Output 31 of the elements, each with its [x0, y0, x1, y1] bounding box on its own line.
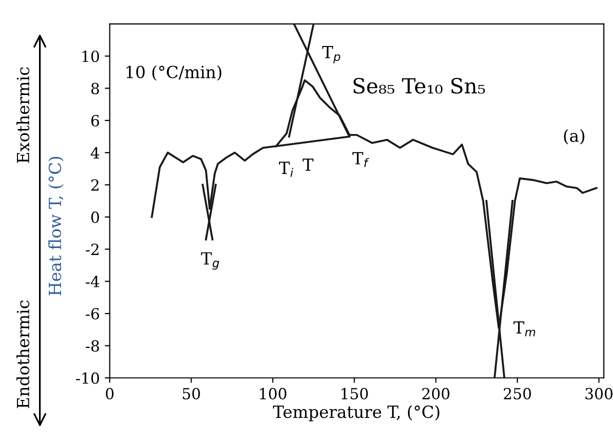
y-tick-label: -4 — [86, 276, 100, 288]
annotation: T$_{m}$ — [514, 321, 536, 336]
annotation: Se₈₅ Te₁₀ Sn₅ — [354, 78, 485, 94]
annotation: T$_{i}$ — [278, 162, 294, 177]
y-tick-label: 2 — [91, 179, 99, 191]
x-tick-label: 150 — [342, 388, 368, 400]
x-tick-label: 300 — [585, 388, 612, 400]
y-tick-label: -6 — [86, 308, 100, 320]
y-tick-label: 8 — [91, 82, 99, 94]
annotation: 10 (°C/min) — [126, 65, 222, 81]
y-tick-label: 0 — [91, 211, 99, 224]
text: Endothermic — [16, 300, 30, 408]
y-tick-label: 6 — [91, 114, 100, 126]
x-axis-title: Temperature T, (°C) — [273, 405, 440, 422]
annotation: T — [302, 158, 314, 171]
x-tick-label: 200 — [422, 388, 450, 400]
y-tick-label: -8 — [86, 340, 99, 352]
x-tick-label: 0 — [106, 388, 114, 400]
annotation: T$_{g}$ — [201, 252, 220, 270]
y-tick-label: 4 — [90, 147, 100, 158]
annotation: (a) — [564, 129, 584, 144]
annotation: T$_{f}$ — [352, 152, 370, 168]
x-tick-label: 100 — [260, 388, 286, 400]
y-tick-label: 10 — [82, 50, 99, 62]
x-tick-label: 50 — [182, 388, 200, 400]
y-axis-title: Heat flow T, (°C) — [48, 156, 64, 296]
y-tick-label: -10 — [76, 372, 99, 384]
text: Exothermic — [16, 67, 30, 163]
annotation: T$_{p}$ — [322, 46, 340, 64]
y-tick-label: -2 — [86, 244, 99, 255]
x-tick-label: 250 — [504, 388, 531, 400]
